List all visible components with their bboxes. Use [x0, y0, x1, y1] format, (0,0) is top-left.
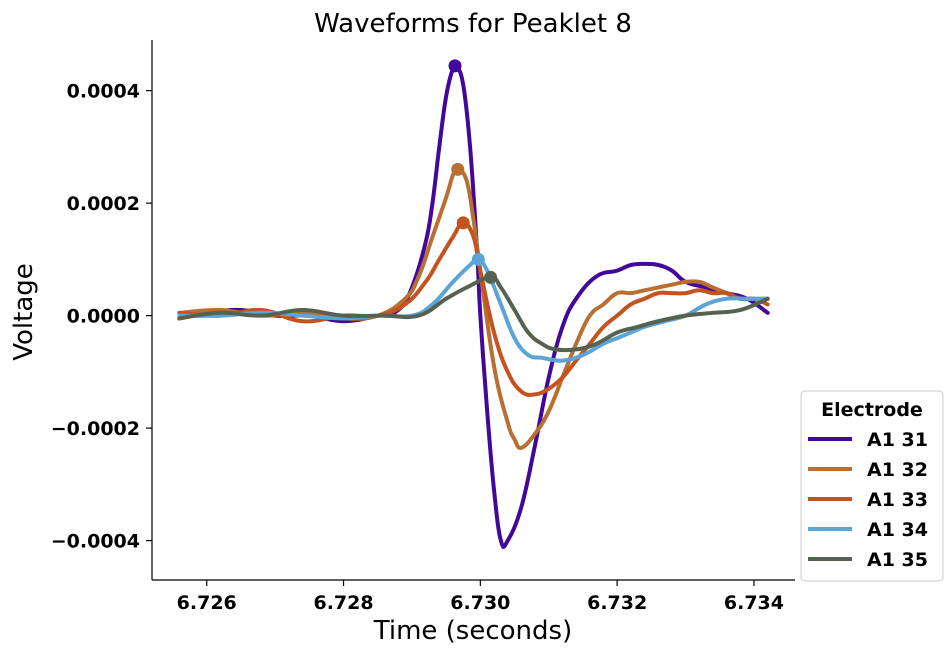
x-axis-label: Time (seconds) — [373, 616, 572, 646]
peak-marker-2 — [451, 162, 465, 176]
x-tick-label: 6.728 — [313, 592, 373, 614]
legend-label: A1 34 — [867, 519, 928, 541]
legend: Electrode A1 31 A1 32 A1 33 A1 34 A1 35 — [800, 390, 944, 582]
x-tick-label: 6.734 — [724, 592, 784, 614]
legend-entry: A1 32 — [808, 459, 928, 481]
legend-entries: A1 31 A1 32 A1 33 A1 34 A1 35 — [808, 429, 928, 571]
legend-entry: A1 33 — [808, 489, 928, 511]
legend-label: A1 35 — [867, 549, 928, 571]
y-tick-label: 0.0000 — [67, 306, 140, 328]
series-layer — [177, 59, 770, 549]
y-tick-label: −0.0002 — [51, 418, 140, 440]
peak-marker-1 — [448, 59, 462, 73]
series-line-2 — [177, 166, 770, 450]
legend-entry: A1 31 — [808, 429, 928, 451]
plot-area: 6.726 6.728 6.730 6.732 6.734 0.00040.00020.… — [51, 40, 795, 614]
legend-label: A1 31 — [867, 429, 928, 451]
legend-entry: A1 34 — [808, 519, 928, 541]
series-line-5 — [177, 275, 770, 353]
series-line-3 — [177, 220, 770, 397]
y-ticks: 0.0004 0.0002 0.0000 −0.0002 −0.0004 — [51, 81, 152, 553]
legend-label: A1 32 — [867, 459, 928, 481]
peak-marker-5 — [484, 270, 498, 284]
legend-entry: A1 35 — [808, 549, 928, 571]
y-tick-label: −0.0004 — [51, 531, 140, 553]
y-tick-label: 0.0002 — [67, 193, 140, 215]
x-tick-label: 6.726 — [177, 592, 237, 614]
legend-label: A1 33 — [867, 489, 928, 511]
series-line-1 — [177, 61, 770, 549]
legend-title: Electrode — [821, 399, 923, 421]
y-tick-label: 0.0004 — [67, 81, 140, 103]
peak-marker-4 — [471, 252, 485, 266]
x-tick-label: 6.730 — [450, 592, 510, 614]
y-axis-label: Voltage — [9, 263, 39, 361]
x-ticks: 6.726 6.728 6.730 6.732 6.734 — [177, 580, 784, 614]
chart-title: Waveforms for Peaklet 8 — [314, 9, 632, 39]
peak-marker-3 — [456, 216, 470, 230]
x-tick-label: 6.732 — [587, 592, 647, 614]
